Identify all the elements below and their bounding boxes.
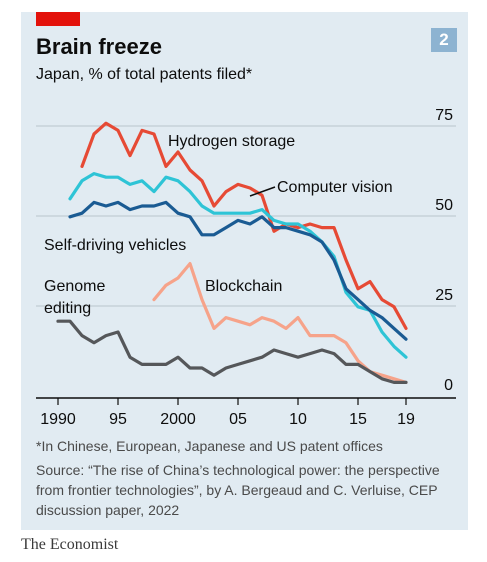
y-axis-labels: 0 25 50 75 (435, 107, 453, 394)
hydrogen-storage-label: Hydrogen storage (168, 133, 295, 150)
grid-lines (36, 125, 456, 307)
x-axis: 1990 95 2000 05 10 15 19 (36, 397, 456, 428)
brand-red-tag (36, 12, 80, 26)
x-tick-label: 15 (349, 411, 367, 428)
y-tick-label: 75 (435, 107, 453, 124)
y-tick-label: 0 (444, 377, 453, 394)
chart-number-badge: 2 (431, 28, 457, 52)
chart-footnote: *In Chinese, European, Japanese and US p… (36, 438, 383, 454)
y-tick-label: 25 (435, 287, 453, 304)
series-line-self-driving-vehicles (68, 200, 408, 341)
computer-vision-label: Computer vision (277, 179, 393, 196)
chart-source: Source: “The rise of China’s technologic… (36, 462, 440, 518)
x-tick-label: 05 (229, 411, 247, 428)
self-driving-vehicles-label: Self-driving vehicles (44, 237, 186, 254)
chart-subtitle: Japan, % of total patents filed* (36, 66, 253, 83)
x-tick-label: 10 (289, 411, 307, 428)
publisher-brand: The Economist (21, 536, 119, 553)
x-tick-label: 2000 (160, 411, 196, 428)
genome-editing-label-line1: Genome (44, 278, 105, 295)
x-tick-label: 19 (397, 411, 415, 428)
chart-panel (21, 12, 468, 530)
computer-vision-leader-line (249, 186, 276, 197)
series-line-genome-editing (56, 319, 408, 384)
y-tick-label: 50 (435, 197, 453, 214)
chart-title: Brain freeze (36, 34, 162, 59)
genome-editing-label-line2: editing (44, 300, 91, 317)
blockchain-label: Blockchain (205, 278, 282, 295)
series-lines (56, 121, 408, 384)
series-line-computer-vision (68, 172, 408, 359)
x-tick-label: 95 (109, 411, 127, 428)
x-tick-label: 1990 (40, 411, 76, 428)
series-line-hydrogen-storage (80, 121, 408, 330)
